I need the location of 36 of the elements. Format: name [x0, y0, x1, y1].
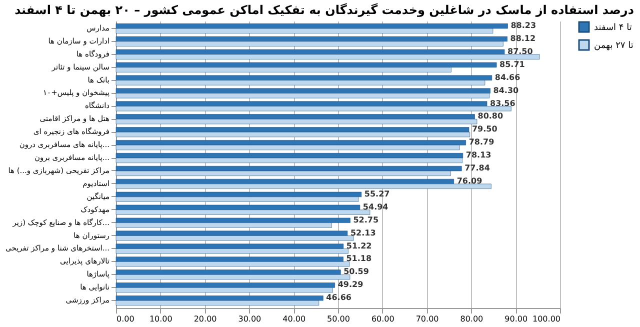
- x-tick-label: 20.00: [194, 314, 217, 324]
- data-label: 79.50: [472, 124, 498, 134]
- x-tick-label: 0.00: [116, 314, 134, 324]
- data-label: 84.30: [493, 86, 520, 95]
- x-tick-label: 70.00: [416, 314, 439, 324]
- data-label: 76.09: [456, 176, 483, 186]
- data-label: 51.18: [346, 254, 372, 264]
- data-label: 83.56: [490, 98, 516, 108]
- legend-label: تا ۲۷ بهمن: [594, 41, 634, 51]
- data-label: 85.71: [500, 60, 526, 69]
- data-label: 51.22: [346, 241, 372, 250]
- x-tick-label: 40.00: [282, 314, 306, 324]
- data-label: 88.12: [510, 34, 536, 43]
- data-label: 54.94: [362, 202, 389, 212]
- data-label: 77.84: [464, 164, 490, 173]
- chart-title: درصد استفاده از ماسک در شاغلین وخدمت گیرندگان به تفکیک اماکن عمومی کشور – ۲۰ بهمن تا ۴ اسفند: [14, 3, 634, 17]
- data-label: 80.80: [478, 112, 504, 121]
- data-label: 46.66: [326, 293, 352, 302]
- x-tick-label: 50.00: [327, 314, 350, 324]
- data-label: 78.13: [466, 150, 492, 160]
- x-tick-label: 30.00: [238, 314, 262, 324]
- data-label: 87.50: [508, 46, 534, 56]
- x-tick-label: 80.00: [460, 314, 484, 324]
- x-tick-label: 10.00: [149, 314, 172, 324]
- data-label: 50.59: [344, 267, 370, 276]
- data-label: 55.27: [364, 189, 390, 198]
- x-tick-label: 90.00: [504, 314, 528, 324]
- x-tick-label: 100.00: [532, 314, 560, 324]
- data-label: 78.79: [468, 138, 495, 147]
- data-label: 84.66: [494, 72, 521, 82]
- data-label: 88.23: [510, 21, 536, 30]
- legend-label: تا ۴ اسفند: [594, 23, 632, 33]
- data-label: 49.29: [338, 280, 364, 290]
- data-label: 52.75: [353, 215, 379, 224]
- data-label: 52.13: [350, 228, 376, 238]
- x-tick-label: 60.00: [371, 314, 394, 324]
